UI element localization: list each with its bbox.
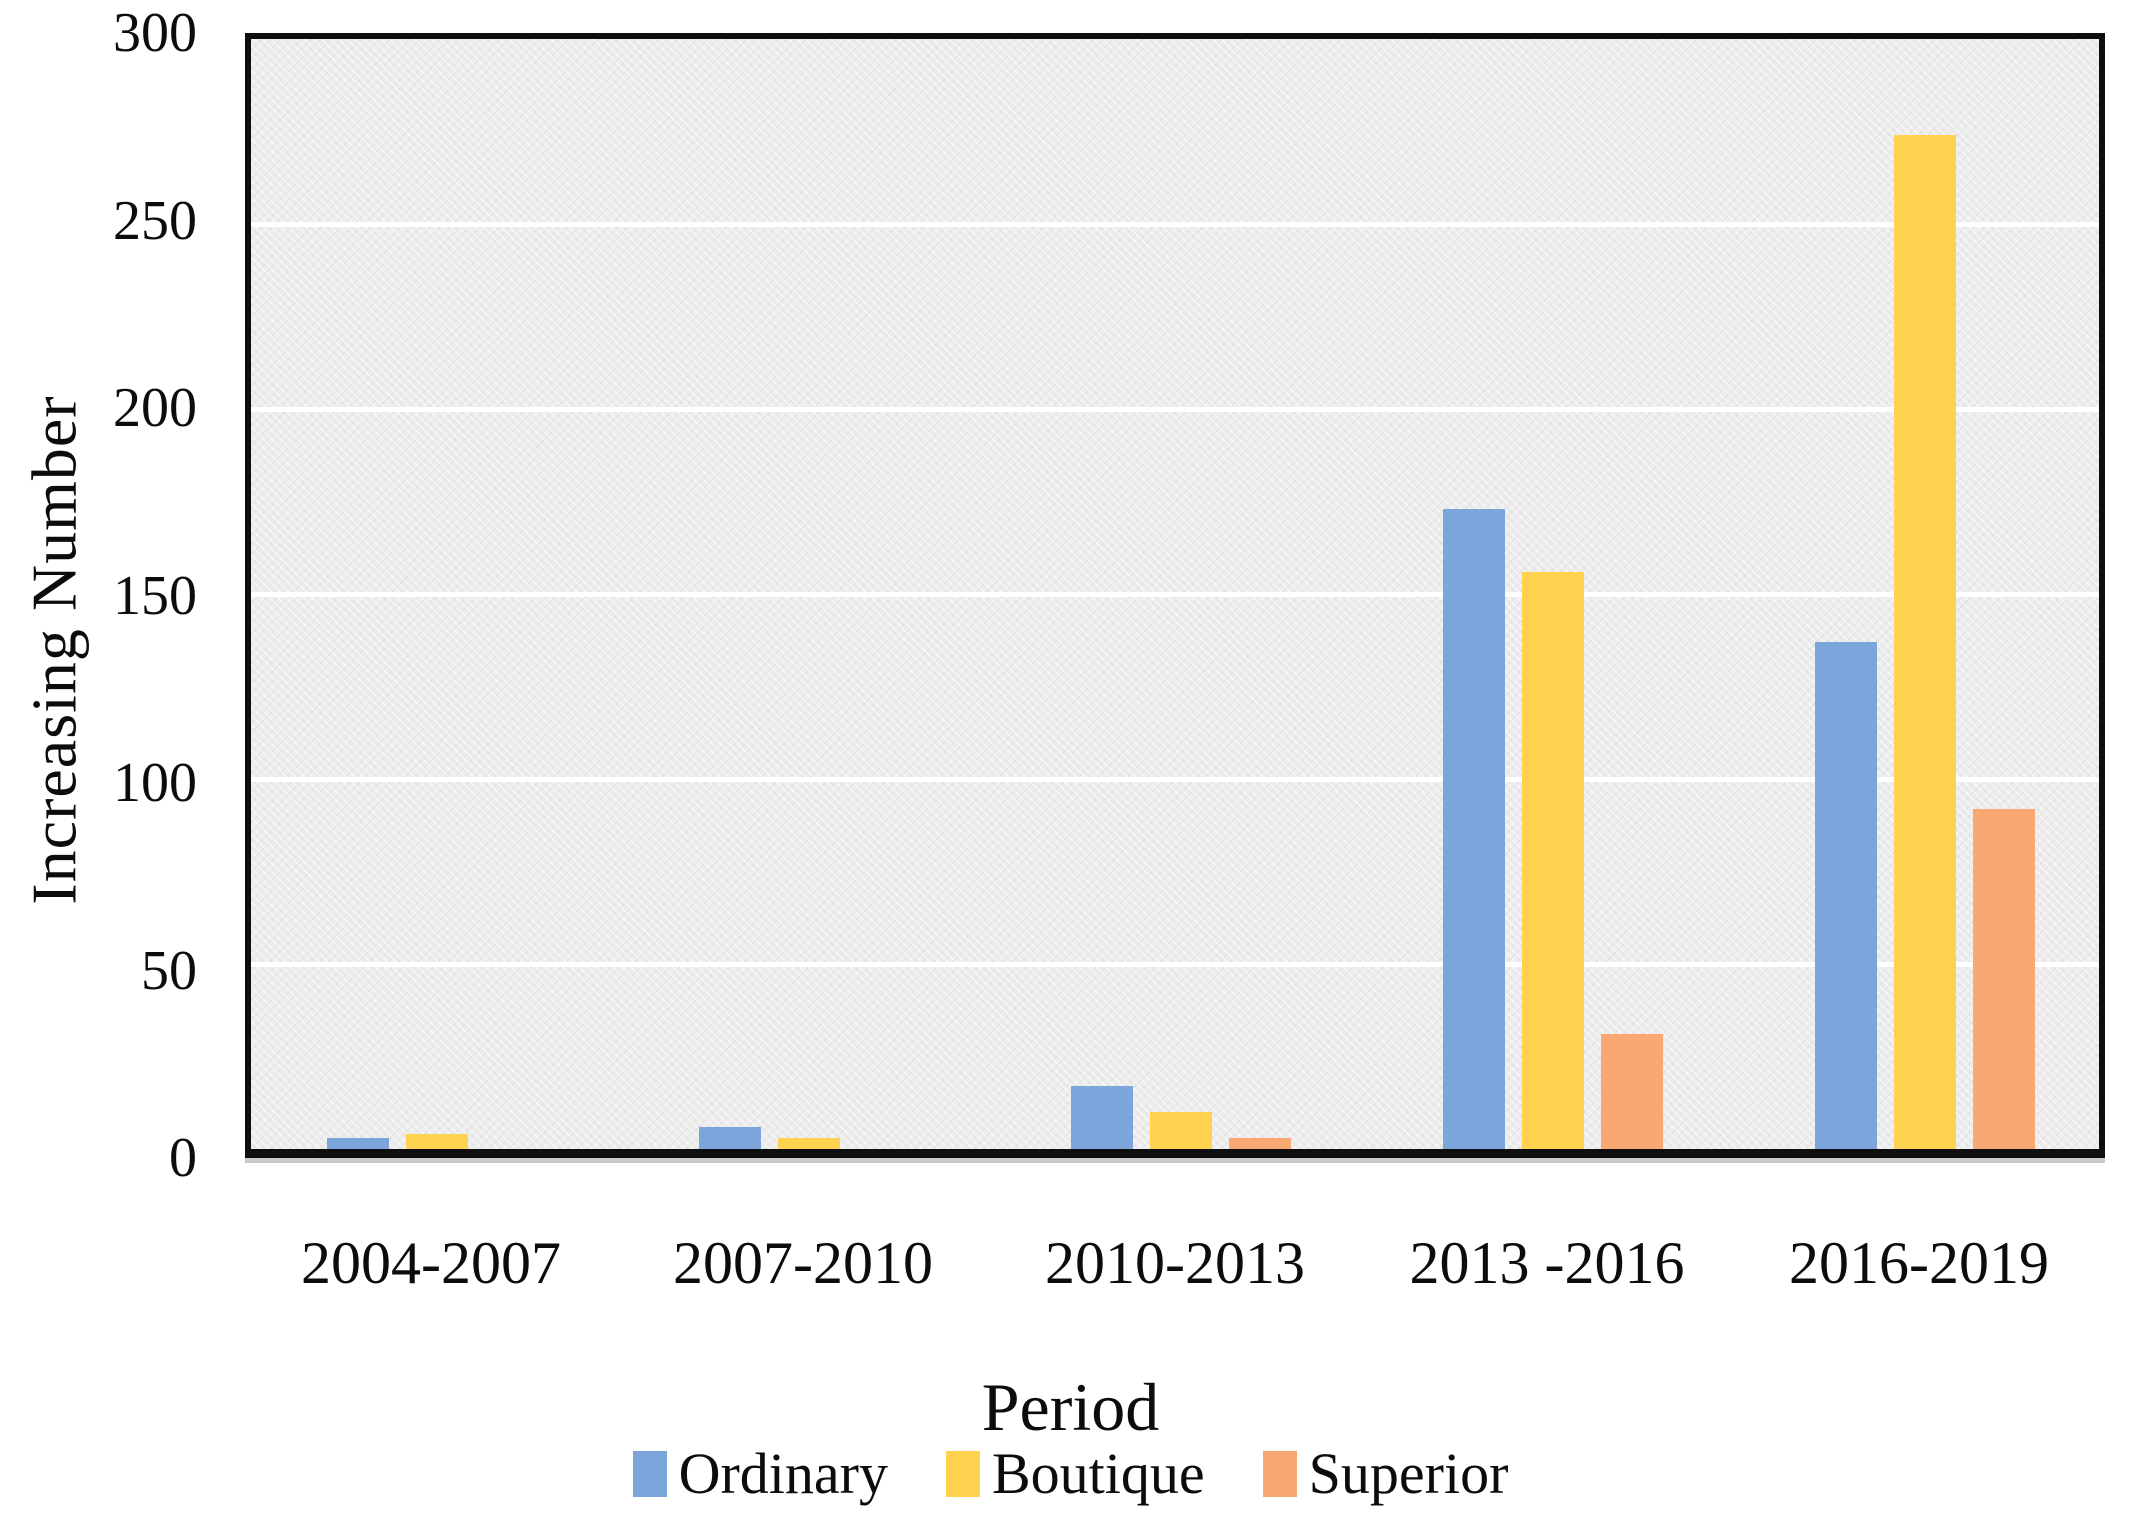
y-tick-label-250: 250 xyxy=(113,189,197,252)
gridline-y-150 xyxy=(251,592,2099,597)
bar-boutique-2016-2019 xyxy=(1894,135,1956,1149)
legend-label-superior: Superior xyxy=(1308,1441,1509,1506)
legend-label-boutique: Boutique xyxy=(991,1441,1205,1506)
legend: Ordinary Boutique Superior xyxy=(0,1442,2141,1506)
y-tick-label-150: 150 xyxy=(113,564,197,627)
bar-boutique-2004-2007 xyxy=(406,1134,468,1149)
legend-swatch-superior xyxy=(1262,1451,1297,1497)
bar-superior-2010-2013 xyxy=(1229,1137,1291,1149)
y-tick-label-100: 100 xyxy=(113,752,197,814)
legend-item-superior: Superior xyxy=(1262,1441,1509,1506)
x-tick-label-2016-2019: 2016-2019 xyxy=(1789,1230,2049,1296)
gridline-y-200 xyxy=(251,407,2099,412)
bar-ordinary-2007-2010 xyxy=(699,1126,761,1149)
bar-boutique-2013-2016 xyxy=(1522,571,1584,1149)
y-tick-label-300: 300 xyxy=(113,2,197,64)
bar-group-2016-2019 xyxy=(1739,39,2111,1149)
legend-label-ordinary: Ordinary xyxy=(678,1441,888,1506)
y-tick-label-0: 0 xyxy=(169,1127,197,1189)
bar-group-2004-2007 xyxy=(251,39,623,1149)
x-tick-label-2010-2013: 2010-2013 xyxy=(1045,1230,1305,1296)
bar-boutique-2010-2013 xyxy=(1150,1112,1212,1149)
x-tick-label-2007-2010: 2007-2010 xyxy=(673,1230,933,1296)
y-tick-label-50: 50 xyxy=(141,939,197,1002)
bar-group-2013-2016 xyxy=(1367,39,1739,1149)
gridline-y-250 xyxy=(251,222,2099,227)
bar-superior-2013-2016 xyxy=(1601,1034,1663,1149)
x-axis-title: Period xyxy=(981,1369,1160,1445)
x-tick-label-2013-2016: 2013 -2016 xyxy=(1409,1230,1685,1296)
x-tick-label-2004-2007: 2004-2007 xyxy=(301,1230,561,1296)
bar-ordinary-2013-2016 xyxy=(1443,508,1505,1149)
y-tick-label-200: 200 xyxy=(113,377,197,439)
y-tick-labels: 0 50 100 150 200 250 300 xyxy=(0,2,205,1189)
legend-swatch-boutique xyxy=(945,1451,980,1497)
gridline-y-50 xyxy=(251,962,2099,967)
legend-swatch-ordinary xyxy=(632,1451,667,1497)
bar-ordinary-2010-2013 xyxy=(1071,1086,1133,1149)
legend-item-boutique: Boutique xyxy=(945,1441,1205,1506)
legend-item-ordinary: Ordinary xyxy=(632,1441,888,1506)
bar-group-2007-2010 xyxy=(623,39,995,1149)
bar-ordinary-2004-2007 xyxy=(327,1137,389,1149)
bar-boutique-2007-2010 xyxy=(778,1137,840,1149)
bar-superior-2016-2019 xyxy=(1973,808,2035,1149)
bar-group-2010-2013 xyxy=(995,39,1367,1149)
gridline-y-100 xyxy=(251,777,2099,782)
plot-area xyxy=(245,33,2105,1158)
bar-ordinary-2016-2019 xyxy=(1815,642,1877,1149)
